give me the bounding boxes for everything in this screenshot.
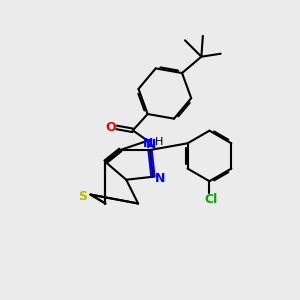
Text: N: N xyxy=(146,138,157,151)
Text: N: N xyxy=(155,172,166,185)
Text: O: O xyxy=(106,121,116,134)
Text: Cl: Cl xyxy=(204,193,218,206)
Text: H: H xyxy=(155,137,163,147)
Text: S: S xyxy=(79,190,88,202)
Text: N: N xyxy=(142,137,153,150)
